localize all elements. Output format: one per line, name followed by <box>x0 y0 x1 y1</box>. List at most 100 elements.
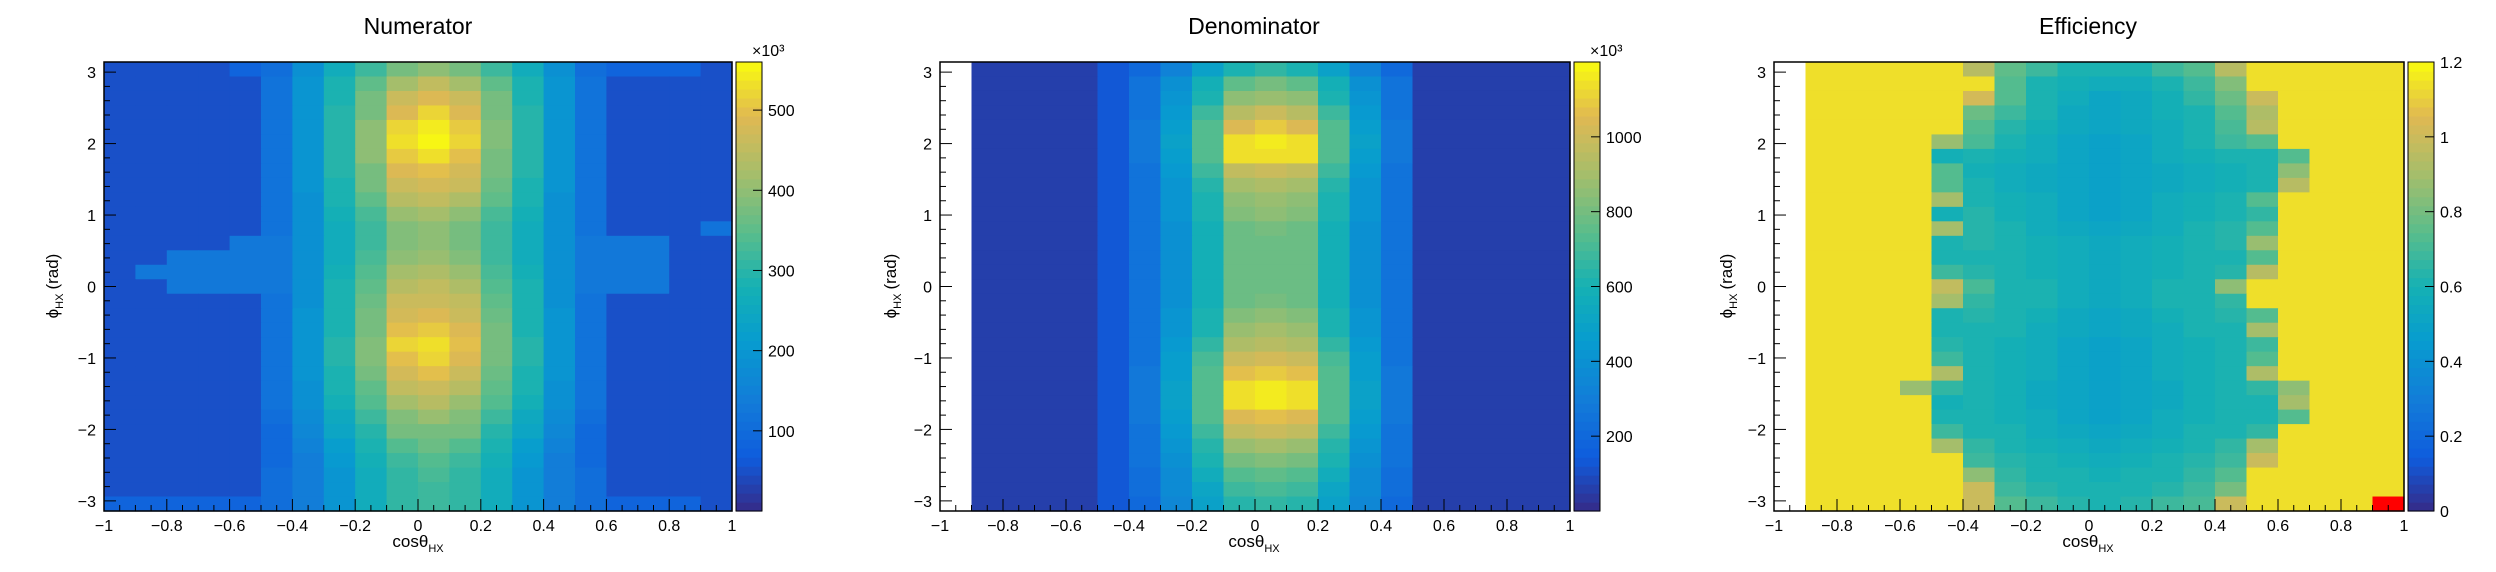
heatmap-cell <box>512 337 545 353</box>
heatmap-cell <box>2183 76 2216 92</box>
heatmap-cell <box>971 366 1004 382</box>
heatmap-cell <box>2120 206 2153 222</box>
heatmap-cell <box>2089 366 2122 382</box>
heatmap-cell <box>2057 62 2090 78</box>
heatmap-cell <box>637 76 670 92</box>
heatmap-cell <box>971 409 1004 425</box>
heatmap-cell <box>2057 366 2090 382</box>
heatmap-cell <box>1900 322 1933 338</box>
heatmap-cell <box>1097 308 1130 324</box>
heatmap-cell <box>198 221 231 237</box>
heatmap-cell <box>512 496 545 512</box>
heatmap-cell <box>1994 148 2027 164</box>
heatmap-cell <box>1255 424 1288 440</box>
heatmap-cell <box>449 192 482 208</box>
heatmap-cell <box>1160 424 1193 440</box>
heatmap-cell <box>355 366 388 382</box>
heatmap-cell <box>669 322 702 338</box>
colorbar-band <box>2408 295 2434 306</box>
heatmap-cell <box>1444 337 1477 353</box>
heatmap-cell <box>2152 380 2185 396</box>
heatmap-cell <box>418 177 450 193</box>
heatmap-cell <box>512 105 545 121</box>
heatmap-cell <box>480 308 513 324</box>
heatmap-cell <box>1538 163 1571 179</box>
heatmap-cell <box>1963 467 1996 483</box>
heatmap-cell <box>261 467 293 483</box>
heatmap-cell <box>1900 192 1933 208</box>
heatmap-cell <box>2089 119 2122 136</box>
heatmap-cell <box>1003 308 1036 324</box>
heatmap-cell <box>198 496 231 512</box>
heatmap-cell <box>135 438 168 454</box>
heatmap-cell <box>2120 322 2153 338</box>
heatmap-cell <box>1900 308 1933 324</box>
heatmap-cell <box>1318 119 1351 136</box>
heatmap-cell <box>2026 351 2059 367</box>
heatmap-cell <box>1223 192 1256 208</box>
heatmap-cell <box>543 221 576 237</box>
heatmap-cell <box>2372 206 2405 222</box>
y-axis-label: ϕHX(rad) <box>43 254 66 319</box>
heatmap-cell <box>418 482 450 498</box>
heatmap-cell <box>449 177 482 193</box>
heatmap-cell <box>1192 366 1225 382</box>
y-axis-label-sub: HX <box>1728 293 1740 309</box>
heatmap-cell <box>1160 293 1193 309</box>
heatmap-cell <box>418 438 450 454</box>
heatmap-cell <box>1097 380 1130 396</box>
heatmap-cell <box>323 76 356 92</box>
heatmap-cell <box>418 221 450 237</box>
heatmap-cell <box>606 62 639 78</box>
heatmap-cell <box>1034 163 1067 179</box>
heatmap-cell <box>2183 235 2216 251</box>
heatmap-cell <box>418 308 450 324</box>
heatmap-cell <box>1097 119 1130 136</box>
heatmap-cell <box>449 467 482 483</box>
heatmap-cell <box>1097 250 1130 266</box>
heatmap-cell <box>166 192 199 208</box>
x-tick-label: −0.8 <box>151 518 183 535</box>
heatmap-cell <box>2089 279 2122 295</box>
heatmap-cell <box>1034 496 1067 512</box>
heatmap-cell <box>2309 148 2342 164</box>
heatmap-cells <box>104 62 733 512</box>
heatmap-cell <box>418 366 450 382</box>
heatmap-cell <box>166 90 199 107</box>
heatmap-cell <box>2183 206 2216 222</box>
heatmap-cell <box>2341 90 2374 107</box>
colorbar-band <box>2408 205 2434 216</box>
heatmap-cell <box>135 134 168 150</box>
heatmap-cell <box>1444 235 1477 251</box>
heatmap-cell <box>1805 467 1838 483</box>
heatmap-cell <box>1318 279 1351 295</box>
colorbar-band <box>2408 151 2434 162</box>
heatmap-cell <box>1349 322 1382 338</box>
heatmap-cell <box>1003 250 1036 266</box>
heatmap-cell <box>1066 308 1099 324</box>
heatmap-cell <box>1837 134 1870 150</box>
heatmap-cell <box>135 337 168 353</box>
heatmap-cell <box>1255 467 1288 483</box>
heatmap-cell <box>2026 395 2059 411</box>
heatmap-cell <box>418 453 450 469</box>
heatmap-cell <box>2026 308 2059 324</box>
heatmap-cell <box>323 496 356 512</box>
heatmap-cell <box>669 380 702 396</box>
heatmap-cell <box>1129 119 1162 136</box>
heatmap-cell <box>166 438 199 454</box>
heatmap-cell <box>2057 177 2090 193</box>
heatmap-cell <box>1931 438 1964 454</box>
x-tick-label: 0.8 <box>2330 518 2352 535</box>
heatmap-cell <box>1475 293 1508 309</box>
heatmap-cell <box>1931 134 1964 150</box>
colorbar-band <box>2408 115 2434 126</box>
heatmap-cell <box>1034 293 1067 309</box>
heatmap-cell <box>449 90 482 107</box>
heatmap-cell <box>2341 76 2374 92</box>
heatmap-cell <box>669 351 702 367</box>
heatmap-cell <box>1129 206 1162 222</box>
heatmap-cell <box>575 235 607 251</box>
heatmap-cell <box>229 337 262 353</box>
